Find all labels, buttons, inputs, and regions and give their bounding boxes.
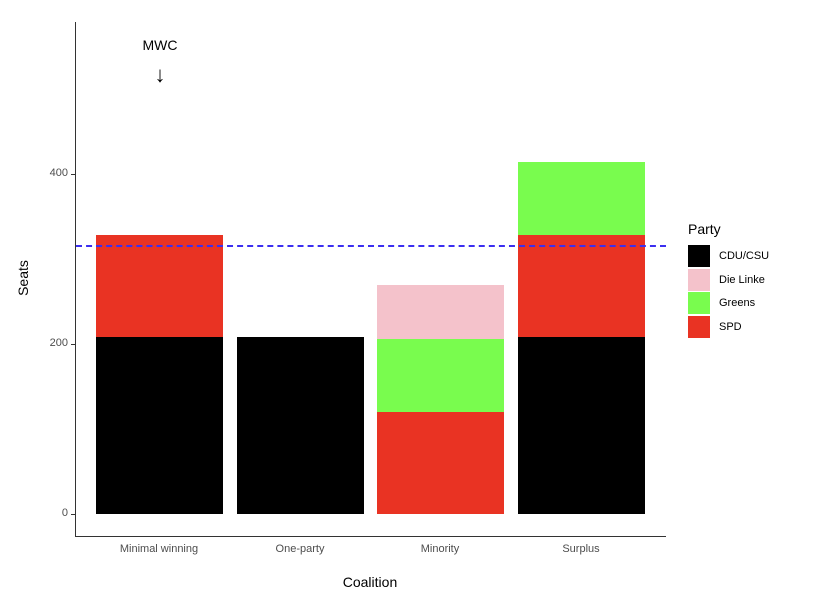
x-axis-line: [75, 536, 666, 537]
bar-segment: [518, 337, 645, 514]
legend-swatch: [688, 292, 710, 314]
legend-swatch: [688, 315, 710, 338]
x-tick-one-party: One-party: [275, 543, 325, 555]
y-axis-line: [75, 22, 76, 537]
x-tick-minimal-winning: Minimal winning: [119, 543, 199, 555]
bar-segment: [518, 162, 645, 236]
y-tick-400: 400: [49, 167, 68, 179]
legend-swatch: [688, 268, 710, 291]
bar-segment: [518, 235, 645, 338]
legend-title: Party: [688, 221, 721, 237]
arrow-down-icon: ↓: [154, 62, 166, 87]
y-tick-200: 200: [49, 337, 68, 349]
majority-line: [76, 245, 666, 247]
bar-segment: [377, 338, 504, 412]
bar-segment: [377, 285, 504, 339]
y-tick-0: 0: [61, 507, 68, 519]
bar-segment: [377, 412, 504, 514]
legend-label: Greens: [719, 297, 756, 309]
bar-segment: [96, 235, 223, 338]
x-tick-minority: Minority: [420, 543, 460, 555]
x-tick-surplus: Surplus: [562, 543, 600, 555]
y-axis-title: Seats: [15, 260, 31, 296]
bar-segment: [237, 337, 364, 514]
mwc-annotation: MWC: [142, 37, 178, 53]
legend-label: CDU/CSU: [719, 250, 770, 262]
legend-label: SPD: [719, 320, 742, 333]
bar-segment: [96, 337, 223, 514]
legend-label: Die Linke: [719, 273, 765, 286]
x-axis-title: Coalition: [342, 574, 398, 590]
legend-swatch: [688, 245, 710, 267]
